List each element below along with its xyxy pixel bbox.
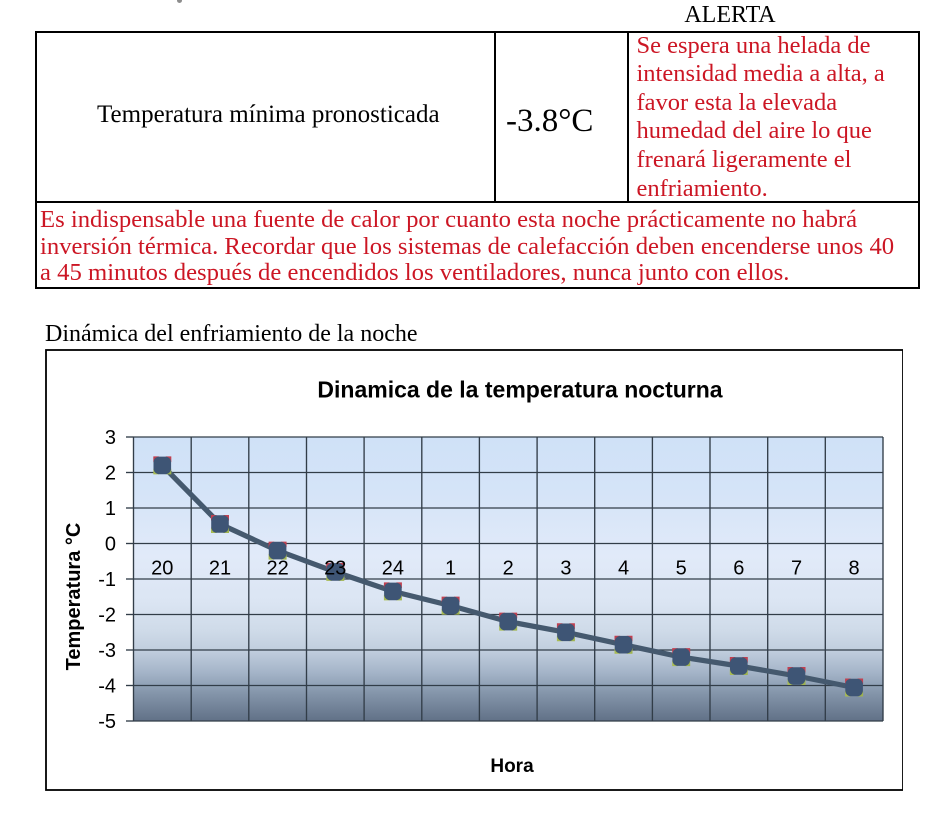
svg-text:5: 5 xyxy=(676,558,687,580)
svg-text:7: 7 xyxy=(791,558,802,580)
svg-text:8: 8 xyxy=(849,558,860,580)
svg-text:Dinamica de la temperatura noc: Dinamica de la temperatura nocturna xyxy=(317,377,722,403)
svg-text:4: 4 xyxy=(618,558,629,580)
svg-text:1: 1 xyxy=(105,498,116,520)
svg-text:-4: -4 xyxy=(98,676,116,698)
svg-text:-2: -2 xyxy=(98,605,116,627)
svg-text:-1: -1 xyxy=(98,569,116,591)
svg-text:0: 0 xyxy=(105,534,116,556)
svg-text:24: 24 xyxy=(382,558,404,580)
svg-text:-5: -5 xyxy=(98,711,116,733)
svg-text:2: 2 xyxy=(105,463,116,485)
svg-text:Hora: Hora xyxy=(490,756,534,777)
svg-text:Temperatura °C: Temperatura °C xyxy=(63,523,85,671)
svg-text:3: 3 xyxy=(105,427,116,449)
svg-text:6: 6 xyxy=(733,558,744,580)
svg-text:20: 20 xyxy=(151,558,173,580)
svg-text:2: 2 xyxy=(503,558,514,580)
svg-text:23: 23 xyxy=(324,558,346,580)
svg-text:-3: -3 xyxy=(98,640,116,662)
svg-text:3: 3 xyxy=(560,558,571,580)
svg-text:1: 1 xyxy=(445,558,456,580)
svg-text:21: 21 xyxy=(209,558,231,580)
svg-text:22: 22 xyxy=(266,558,288,580)
